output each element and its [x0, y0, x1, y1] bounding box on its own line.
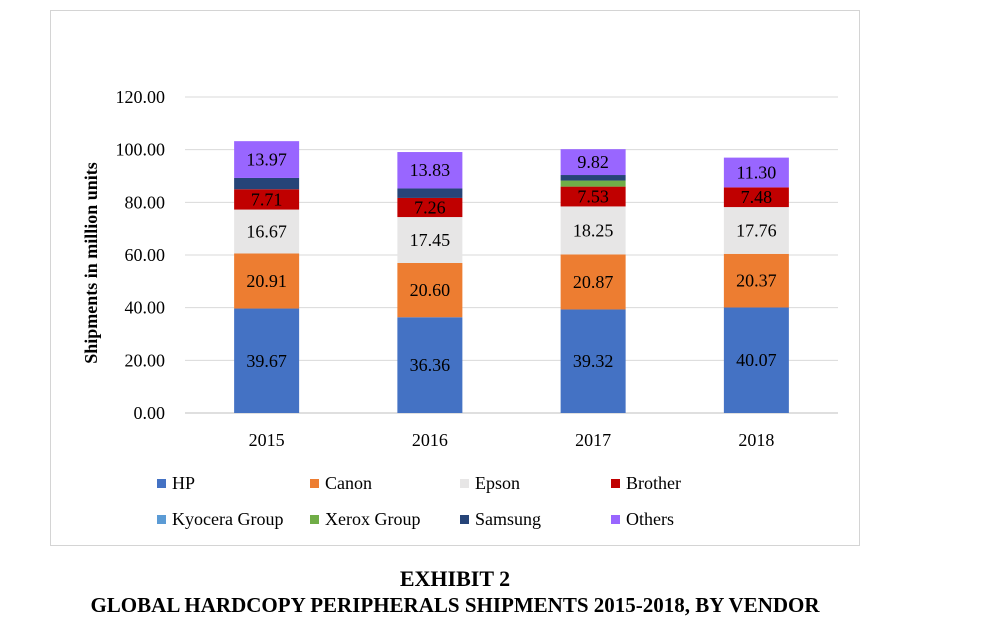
y-tick-label: 80.00	[125, 192, 166, 212]
data-label: 17.76	[736, 220, 777, 240]
legend-swatch	[611, 514, 620, 524]
data-label: 17.45	[410, 230, 451, 250]
bar-segment	[397, 152, 463, 189]
chart-frame: 0.00 20.00 40.00 60.00 80.00 100.00 120.00 Ship…	[50, 10, 860, 546]
legend-swatch	[310, 478, 319, 488]
bar-segment	[234, 209, 300, 254]
legend-item: Brother	[611, 472, 681, 494]
bar-segment	[723, 157, 789, 188]
data-label: 7.71	[251, 189, 283, 209]
bar-segment	[560, 309, 626, 413]
legend-label: Xerox Group	[325, 508, 421, 529]
y-tick-label: 100.00	[116, 140, 166, 160]
data-label: 39.67	[246, 351, 287, 371]
legend-label: HP	[172, 472, 196, 493]
bar-segment	[560, 206, 626, 255]
bar-segment	[397, 217, 463, 264]
bar-segment	[723, 207, 789, 254]
bar-segment	[397, 263, 463, 318]
y-tick-label: 40.00	[125, 298, 166, 318]
legend-label: Canon	[325, 472, 372, 493]
bar-segment	[234, 177, 300, 190]
legend-label: Samsung	[475, 508, 542, 529]
legend-swatch	[310, 514, 319, 524]
bar-segment	[397, 197, 463, 218]
x-tick-label: 2016	[412, 430, 448, 450]
data-label: 20.37	[736, 271, 777, 291]
y-axis-label: Shipments in million units	[81, 162, 101, 364]
legend-item: HP	[157, 472, 195, 494]
y-tick-label: 60.00	[125, 245, 166, 265]
legend-label: Brother	[626, 472, 681, 493]
x-tick-label: 2015	[249, 430, 285, 450]
legend-swatch	[460, 478, 469, 488]
bar-segment	[560, 186, 626, 207]
legend-item: Others	[611, 508, 674, 530]
data-label: 16.67	[246, 222, 287, 242]
legend-swatch	[157, 514, 166, 524]
bar-segment	[723, 253, 789, 308]
legend-label: Epson	[475, 472, 520, 493]
bar-segment	[560, 149, 626, 176]
bar-segment	[234, 253, 300, 309]
bar-segment	[397, 188, 463, 198]
legend-item: Epson	[460, 472, 520, 494]
bar-segment	[723, 187, 789, 208]
y-tick-label: 0.00	[134, 403, 166, 423]
bar-segment	[234, 189, 300, 210]
data-label: 7.26	[414, 197, 446, 217]
data-label: 20.60	[410, 280, 451, 300]
data-label: 7.48	[741, 187, 773, 207]
stacked-bar-chart: 0.00 20.00 40.00 60.00 80.00 100.00 120.00 Ship…	[81, 87, 838, 450]
legend-item: Xerox Group	[310, 508, 420, 530]
data-label: 20.87	[573, 272, 614, 292]
y-tick-label: 20.00	[125, 350, 166, 370]
legend-label: Kyocera Group	[172, 508, 284, 529]
data-label: 13.83	[410, 160, 451, 180]
bar-segment	[234, 308, 300, 413]
bar-segment	[397, 317, 463, 413]
data-label: 39.32	[573, 351, 614, 371]
bar-segment	[560, 175, 626, 181]
bar-segment	[560, 180, 626, 187]
y-tick-label: 120.00	[116, 87, 166, 107]
data-label: 18.25	[573, 220, 614, 240]
bar-segment	[723, 307, 789, 413]
data-label: 11.30	[736, 162, 776, 182]
legend-item: Kyocera Group	[157, 508, 283, 530]
legend-item: Samsung	[460, 508, 541, 530]
legend-swatch	[611, 478, 620, 488]
legend-item: Canon	[310, 472, 372, 494]
x-tick-label: 2018	[738, 430, 774, 450]
legend-swatch	[460, 514, 469, 524]
data-label: 9.82	[577, 152, 609, 172]
bar-segment	[234, 141, 300, 178]
data-label: 7.53	[577, 187, 609, 207]
data-label: 13.97	[246, 150, 287, 170]
legend-swatch	[157, 478, 166, 488]
exhibit-title: GLOBAL HARDCOPY PERIPHERALS SHIPMENTS 20…	[90, 593, 820, 617]
legend-label: Others	[626, 508, 674, 529]
bar-segment	[560, 254, 626, 310]
exhibit-label: EXHIBIT 2	[399, 566, 511, 591]
data-label: 36.36	[410, 355, 451, 375]
x-tick-label: 2017	[575, 430, 611, 450]
data-label: 20.91	[246, 271, 287, 291]
data-label: 40.07	[736, 350, 777, 370]
